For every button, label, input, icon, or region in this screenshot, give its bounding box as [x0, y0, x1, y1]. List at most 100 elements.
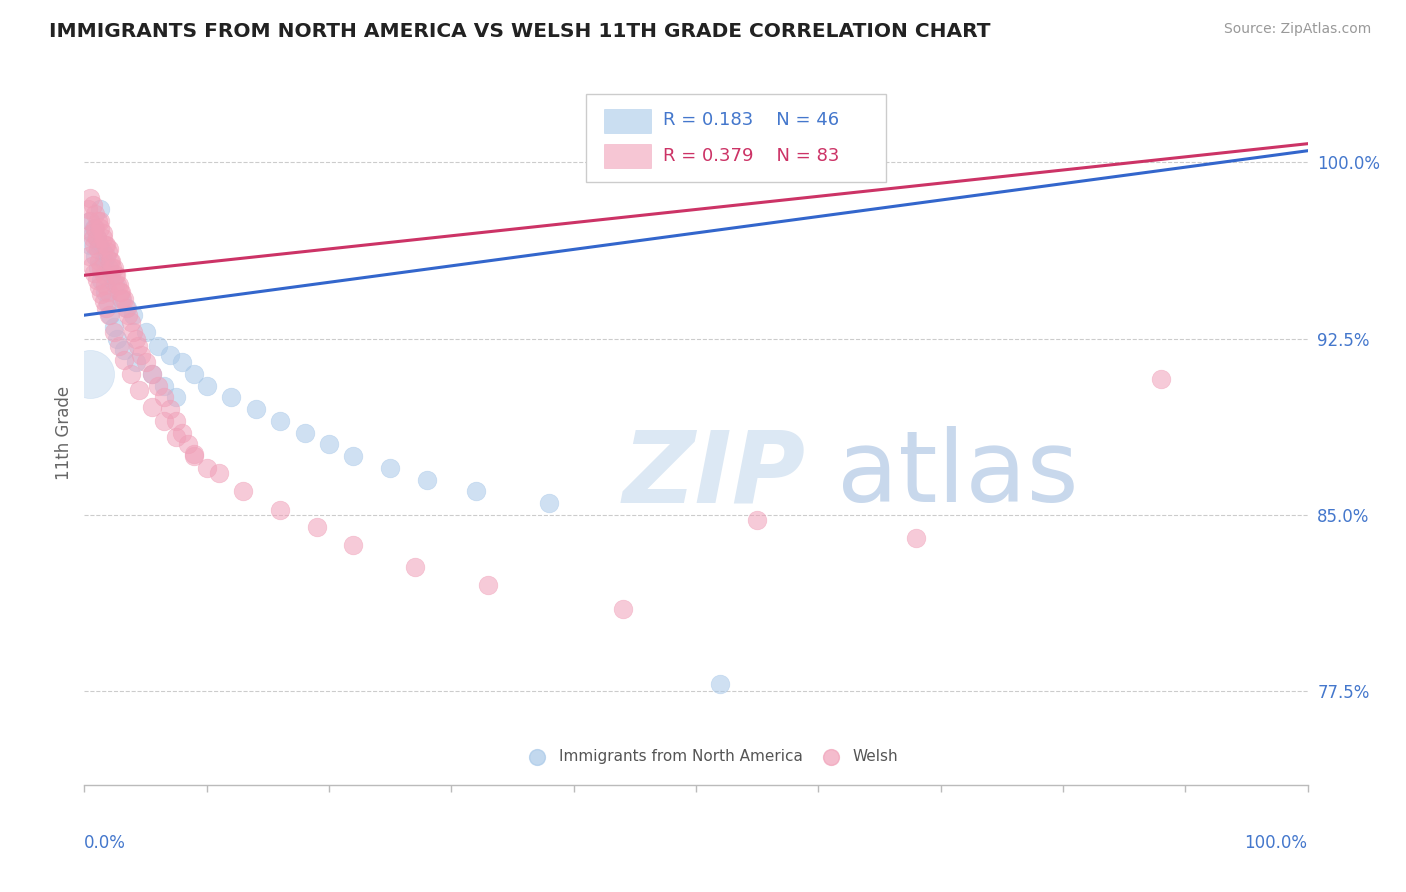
Point	[96, 249, 118, 263]
Point	[269, 414, 291, 428]
Point	[86, 230, 108, 244]
Point	[125, 355, 148, 369]
Point	[183, 447, 205, 461]
Point	[195, 378, 218, 392]
Text: Welsh: Welsh	[852, 749, 898, 764]
Point	[464, 484, 486, 499]
Point	[87, 214, 110, 228]
Point	[159, 348, 181, 362]
Point	[125, 332, 148, 346]
Point	[318, 437, 340, 451]
Point	[104, 268, 127, 283]
Point	[135, 325, 157, 339]
Point	[100, 268, 122, 283]
Point	[120, 315, 142, 329]
Point	[84, 207, 107, 221]
Point	[342, 449, 364, 463]
Point	[108, 285, 131, 299]
Point	[87, 280, 110, 294]
Point	[110, 285, 132, 299]
Point	[146, 339, 169, 353]
Point	[172, 425, 194, 440]
Text: R = 0.379    N = 83: R = 0.379 N = 83	[664, 146, 839, 165]
Point	[89, 221, 111, 235]
Point	[98, 308, 121, 322]
Point	[97, 244, 120, 259]
Point	[141, 367, 163, 381]
Point	[87, 261, 110, 276]
Point	[120, 367, 142, 381]
Point	[82, 198, 104, 212]
Point	[165, 391, 187, 405]
Point	[79, 214, 101, 228]
Text: atlas: atlas	[837, 426, 1078, 524]
Point	[105, 332, 128, 346]
Text: ZIP: ZIP	[623, 426, 806, 524]
Point	[77, 202, 100, 217]
Point	[135, 355, 157, 369]
Point	[153, 391, 176, 405]
Point	[84, 249, 107, 263]
Point	[177, 437, 200, 451]
Point	[104, 277, 127, 292]
Point	[90, 287, 112, 301]
Point	[79, 237, 101, 252]
Point	[91, 230, 114, 244]
Point	[245, 402, 267, 417]
Point	[93, 254, 115, 268]
Point	[342, 538, 364, 552]
Point	[232, 484, 254, 499]
Point	[100, 254, 122, 268]
Text: Source: ZipAtlas.com: Source: ZipAtlas.com	[1223, 22, 1371, 37]
Point	[94, 277, 117, 292]
Point	[97, 296, 120, 310]
Point	[77, 249, 100, 263]
Point	[103, 261, 125, 276]
Point	[97, 308, 120, 322]
Point	[219, 391, 242, 405]
Point	[159, 402, 181, 417]
Point	[538, 496, 561, 510]
Point	[153, 378, 176, 392]
Point	[477, 578, 499, 592]
Point	[79, 214, 101, 228]
Point	[87, 243, 110, 257]
Point	[165, 430, 187, 444]
Point	[97, 261, 120, 276]
Point	[112, 352, 135, 367]
Point	[709, 677, 731, 691]
Point	[83, 237, 105, 252]
Point	[128, 384, 150, 398]
Point	[91, 244, 114, 259]
Point	[165, 414, 187, 428]
Point	[129, 348, 152, 362]
Point	[79, 367, 101, 381]
Point	[87, 254, 110, 268]
Point	[90, 261, 112, 276]
Point	[195, 461, 218, 475]
Point	[105, 277, 128, 292]
Point	[82, 226, 104, 240]
Point	[612, 601, 634, 615]
Point	[404, 559, 426, 574]
Text: Immigrants from North America: Immigrants from North America	[560, 749, 803, 764]
Point	[105, 268, 128, 283]
Point	[94, 237, 117, 252]
Point	[89, 202, 111, 217]
Point	[79, 191, 101, 205]
Point	[269, 503, 291, 517]
Point	[96, 301, 118, 315]
Point	[110, 292, 132, 306]
Point	[80, 259, 103, 273]
Point	[141, 400, 163, 414]
Point	[112, 292, 135, 306]
FancyBboxPatch shape	[605, 109, 651, 133]
Point	[84, 221, 107, 235]
Point	[905, 532, 928, 546]
Point	[103, 325, 125, 339]
Text: 0.0%: 0.0%	[84, 834, 127, 852]
Point	[93, 294, 115, 309]
Point	[127, 339, 149, 353]
Point	[747, 512, 769, 526]
Point	[80, 226, 103, 240]
